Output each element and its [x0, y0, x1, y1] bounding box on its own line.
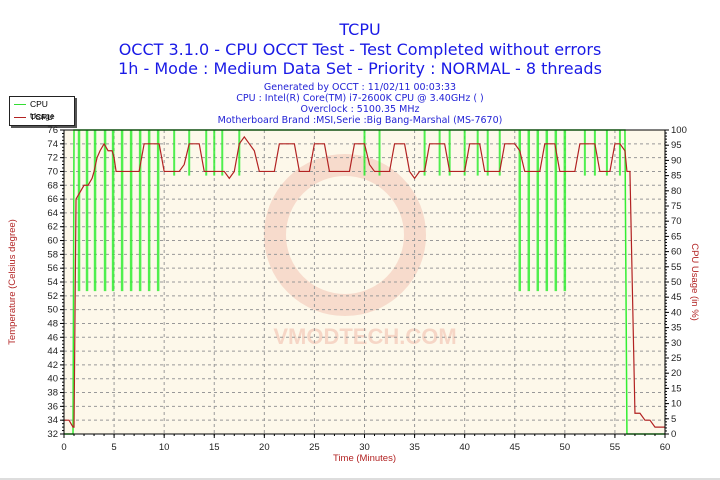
svg-text:0: 0 — [671, 429, 676, 440]
svg-text:45: 45 — [671, 292, 682, 303]
svg-text:40: 40 — [459, 442, 470, 453]
svg-text:85: 85 — [671, 171, 682, 182]
svg-text:25: 25 — [309, 442, 320, 453]
legend-swatch-red — [14, 117, 26, 118]
svg-text:74: 74 — [47, 139, 58, 150]
svg-text:30: 30 — [359, 442, 370, 453]
svg-text:90: 90 — [671, 155, 682, 166]
svg-text:55: 55 — [671, 262, 682, 273]
svg-text:15: 15 — [671, 383, 682, 394]
svg-text:42: 42 — [47, 360, 58, 371]
y-axis-label: Temperature (Celsius degree) — [7, 219, 18, 345]
generated-info: Generated by OCCT : 11/02/11 00:03:33 — [263, 82, 457, 93]
svg-text:45: 45 — [509, 442, 520, 453]
overclock-info: Overclock : 5100.35 MHz — [300, 104, 420, 115]
svg-text:68: 68 — [47, 180, 58, 191]
svg-text:34: 34 — [47, 415, 58, 426]
chart-title: TCPU — [339, 20, 381, 39]
svg-text:32: 32 — [47, 429, 58, 440]
svg-text:46: 46 — [47, 332, 58, 343]
legend-item-tcpu: TCPU — [10, 111, 74, 123]
svg-text:95: 95 — [671, 140, 682, 151]
svg-text:75: 75 — [671, 201, 682, 212]
svg-text:76: 76 — [47, 125, 58, 136]
svg-text:60: 60 — [671, 247, 682, 258]
svg-text:80: 80 — [671, 186, 682, 197]
chart-legend: CPU Usage TCPU — [9, 96, 75, 126]
chart-subtitle-test: OCCT 3.1.0 - CPU OCCT Test - Test Comple… — [118, 40, 602, 59]
svg-text:38: 38 — [47, 388, 58, 399]
legend-label: CPU Usage — [30, 99, 55, 121]
chart-subtitle-mode: 1h - Mode : Medium Data Set - Priority :… — [118, 59, 602, 78]
svg-text:54: 54 — [47, 277, 58, 288]
svg-text:64: 64 — [47, 208, 58, 219]
svg-text:66: 66 — [47, 194, 58, 205]
svg-text:20: 20 — [671, 368, 682, 379]
svg-text:48: 48 — [47, 318, 58, 329]
svg-text:40: 40 — [47, 374, 58, 385]
svg-text:72: 72 — [47, 153, 58, 164]
svg-text:30: 30 — [671, 338, 682, 349]
svg-text:55: 55 — [610, 442, 621, 453]
svg-text:50: 50 — [47, 305, 58, 316]
svg-text:5: 5 — [671, 414, 676, 425]
svg-text:58: 58 — [47, 249, 58, 260]
svg-text:10: 10 — [671, 399, 682, 410]
x-axis-label: Time (Minutes) — [333, 453, 396, 464]
cpu-info: CPU : Intel(R) Core(TM) i7-2600K CPU @ 3… — [236, 93, 484, 104]
svg-text:25: 25 — [671, 353, 682, 364]
svg-text:65: 65 — [671, 231, 682, 242]
svg-text:5: 5 — [111, 442, 116, 453]
svg-text:60: 60 — [47, 236, 58, 247]
svg-text:70: 70 — [671, 216, 682, 227]
svg-text:62: 62 — [47, 222, 58, 233]
svg-text:60: 60 — [660, 442, 671, 453]
svg-text:20: 20 — [259, 442, 270, 453]
svg-text:100: 100 — [671, 125, 687, 136]
legend-label: TCPU — [30, 112, 54, 122]
svg-text:50: 50 — [671, 277, 682, 288]
y2-axis-label: CPU Usage (in %) — [689, 243, 700, 321]
svg-text:15: 15 — [209, 442, 220, 453]
svg-text:70: 70 — [47, 166, 58, 177]
svg-text:0: 0 — [61, 442, 66, 453]
svg-text:35: 35 — [671, 323, 682, 334]
svg-text:52: 52 — [47, 291, 58, 302]
svg-text:10: 10 — [159, 442, 170, 453]
legend-swatch-green — [14, 104, 26, 105]
tcpu-line — [64, 135, 665, 428]
svg-text:35: 35 — [409, 442, 420, 453]
svg-text:56: 56 — [47, 263, 58, 274]
divider — [0, 478, 720, 480]
svg-text:50: 50 — [560, 442, 571, 453]
svg-text:40: 40 — [671, 307, 682, 318]
svg-text:44: 44 — [47, 346, 58, 357]
svg-text:36: 36 — [47, 401, 58, 412]
motherboard-info: Motherboard Brand :MSI,Serie :Big Bang-M… — [217, 115, 503, 126]
legend-item-cpu-usage: CPU Usage — [10, 98, 74, 121]
